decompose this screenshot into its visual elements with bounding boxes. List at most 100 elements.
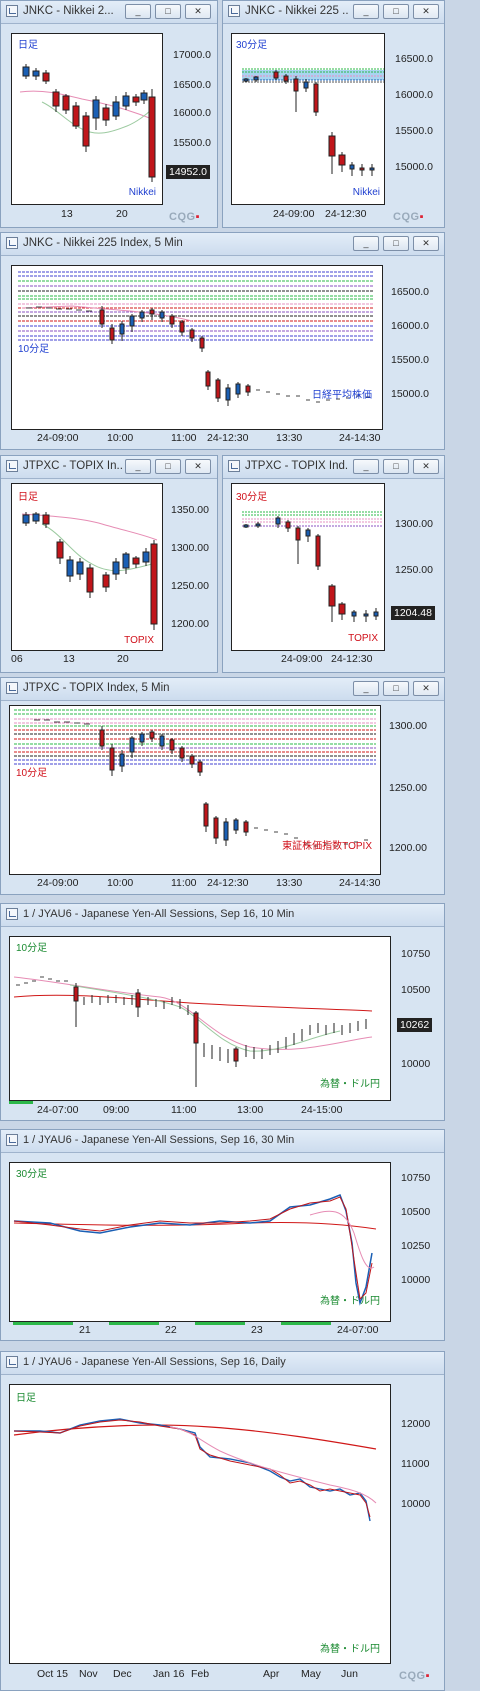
close-button[interactable]: ✕ [413, 236, 439, 251]
close-button[interactable]: ✕ [185, 459, 211, 474]
x-tick: 10:00 [107, 432, 134, 444]
close-button[interactable]: ✕ [413, 681, 439, 696]
title-bar[interactable]: 1 / JYAU6 - Japanese Yen-All Sessions, S… [1, 1130, 444, 1153]
minimize-button[interactable]: _ [125, 459, 151, 474]
title-bar[interactable]: JTPXC - TOPIX Ind... _ □ ✕ [223, 456, 444, 479]
chart-plot-area[interactable]: 日足 Nikkei [11, 33, 163, 205]
maximize-button[interactable]: □ [155, 4, 181, 19]
close-button[interactable]: ✕ [413, 459, 439, 474]
y-tick: 17000.0 [173, 49, 211, 61]
chart-legend-label: 日経平均株価 [312, 390, 372, 401]
chart-window-icon [6, 908, 18, 920]
x-tick: 21 [79, 1324, 91, 1336]
y-tick: 10500 [401, 984, 431, 996]
chart-window-topix-daily: JTPXC - TOPIX In... _ □ ✕ [0, 455, 218, 673]
window-title: 1 / JYAU6 - Japanese Yen-All Sessions, S… [23, 908, 295, 920]
y-tick: 1300.00 [171, 542, 209, 554]
minimize-button[interactable]: _ [353, 4, 379, 19]
chart-period-label: 日足 [18, 40, 38, 51]
session-bar [281, 1322, 331, 1325]
minimize-button[interactable]: _ [353, 459, 379, 474]
y-tick: 1200.00 [171, 618, 209, 630]
minimize-button[interactable]: _ [353, 236, 379, 251]
chart-window-icon [6, 682, 18, 694]
window-title: JTPXC - TOPIX Index, 5 Min [23, 682, 170, 694]
x-tick: 24-12:30 [331, 653, 373, 665]
y-tick: 15500.0 [173, 137, 211, 149]
session-bar [13, 1322, 73, 1325]
y-tick: 16500.0 [173, 79, 211, 91]
cqg-logo: CQG▪ [169, 211, 200, 223]
window-title: JNKC - Nikkei 2... [23, 5, 114, 17]
close-button[interactable]: ✕ [413, 4, 439, 19]
x-tick: 24-09:00 [273, 208, 315, 220]
chart-plot-area[interactable]: 30分足 為替・ドル円 [9, 1162, 391, 1322]
y-tick: 16000.0 [395, 89, 433, 101]
title-bar[interactable]: JNKC - Nikkei 225 Index, 5 Min _ □ ✕ [1, 233, 444, 256]
maximize-button[interactable]: □ [383, 4, 409, 19]
y-tick: 1350.00 [171, 504, 209, 516]
chart-window-topix-5min: JTPXC - TOPIX Index, 5 Min _ □ ✕ [0, 677, 445, 895]
session-bar [195, 1322, 245, 1325]
y-tick: 10750 [401, 948, 431, 960]
y-tick: 16500.0 [395, 53, 433, 65]
chart-legend-label: Nikkei [352, 187, 380, 198]
chart-legend-label: 東証株価指数TOPIX [282, 841, 372, 852]
chart-plot-area[interactable]: 30分足 TOPIX [231, 483, 385, 651]
cqg-logo: CQG▪ [393, 211, 424, 223]
title-bar[interactable]: JTPXC - TOPIX In... _ □ ✕ [1, 456, 217, 479]
x-tick: 10:00 [107, 877, 134, 889]
minimize-button[interactable]: _ [353, 681, 379, 696]
chart-plot-area[interactable]: 10分足 為替・ドル円 [9, 936, 391, 1101]
maximize-button[interactable]: □ [383, 236, 409, 251]
candlestick-chart [242, 68, 384, 176]
chart-period-label: 30分足 [16, 1169, 48, 1180]
chart-window-icon [6, 1356, 18, 1368]
chart-window-icon [228, 460, 240, 472]
session-bar [109, 1322, 159, 1325]
close-button[interactable]: ✕ [185, 4, 211, 19]
chart-plot-area[interactable]: 10分足 日経平均株価 [11, 265, 383, 430]
candlestick-chart [19, 64, 156, 182]
candlestick-chart [18, 271, 374, 406]
title-bar[interactable]: 1 / JYAU6 - Japanese Yen-All Sessions, S… [1, 904, 444, 927]
chart-window-nikkei-5min: JNKC - Nikkei 225 Index, 5 Min _ □ ✕ [0, 232, 445, 450]
line-chart [13, 1194, 377, 1306]
y-tick: 10000 [401, 1274, 431, 1286]
maximize-button[interactable]: □ [383, 681, 409, 696]
title-bar[interactable]: 1 / JYAU6 - Japanese Yen-All Sessions, S… [1, 1352, 444, 1375]
chart-legend-label: 為替・ドル円 [320, 1079, 380, 1090]
y-tick: 1250.00 [389, 782, 427, 794]
chart-plot-area[interactable]: 日足 TOPIX [11, 483, 163, 651]
chart-period-label: 10分足 [16, 768, 48, 779]
x-tick: Dec [113, 1668, 132, 1680]
y-tick: 1250.00 [395, 564, 433, 576]
chart-period-label: 30分足 [236, 40, 268, 51]
x-tick: 20 [116, 208, 128, 220]
y-tick: 10500 [401, 1206, 431, 1218]
line-chart [13, 1418, 377, 1522]
last-price-tag: 10262 [397, 1018, 433, 1032]
x-tick: 24-09:00 [281, 653, 323, 665]
x-tick: 13:00 [237, 1104, 264, 1116]
x-tick: Jan 16 [153, 1668, 185, 1680]
session-bar [9, 1101, 33, 1104]
title-bar[interactable]: JNKC - Nikkei 2... _ □ ✕ [1, 1, 217, 24]
x-tick: 22 [165, 1324, 177, 1336]
chart-window-icon [6, 5, 18, 17]
chart-plot-area[interactable]: 10分足 東証株価指数TOPIX [9, 705, 381, 875]
chart-plot-area[interactable]: 日足 為替・ドル円 [9, 1384, 391, 1664]
x-tick: 11:00 [171, 877, 197, 889]
y-tick: 15000.0 [391, 388, 429, 400]
chart-plot-area[interactable]: 30分足 Nikkei [231, 33, 385, 205]
maximize-button[interactable]: □ [383, 459, 409, 474]
title-bar[interactable]: JTPXC - TOPIX Index, 5 Min _ □ ✕ [1, 678, 444, 701]
chart-period-label: 10分足 [18, 344, 50, 355]
chart-window-nikkei-daily: JNKC - Nikkei 2... _ □ ✕ [0, 0, 218, 228]
minimize-button[interactable]: _ [125, 4, 151, 19]
window-title: 1 / JYAU6 - Japanese Yen-All Sessions, S… [23, 1356, 286, 1368]
candlestick-chart [14, 709, 376, 847]
title-bar[interactable]: JNKC - Nikkei 225 ... _ □ ✕ [223, 1, 444, 24]
maximize-button[interactable]: □ [155, 459, 181, 474]
chart-period-label: 10分足 [16, 943, 48, 954]
